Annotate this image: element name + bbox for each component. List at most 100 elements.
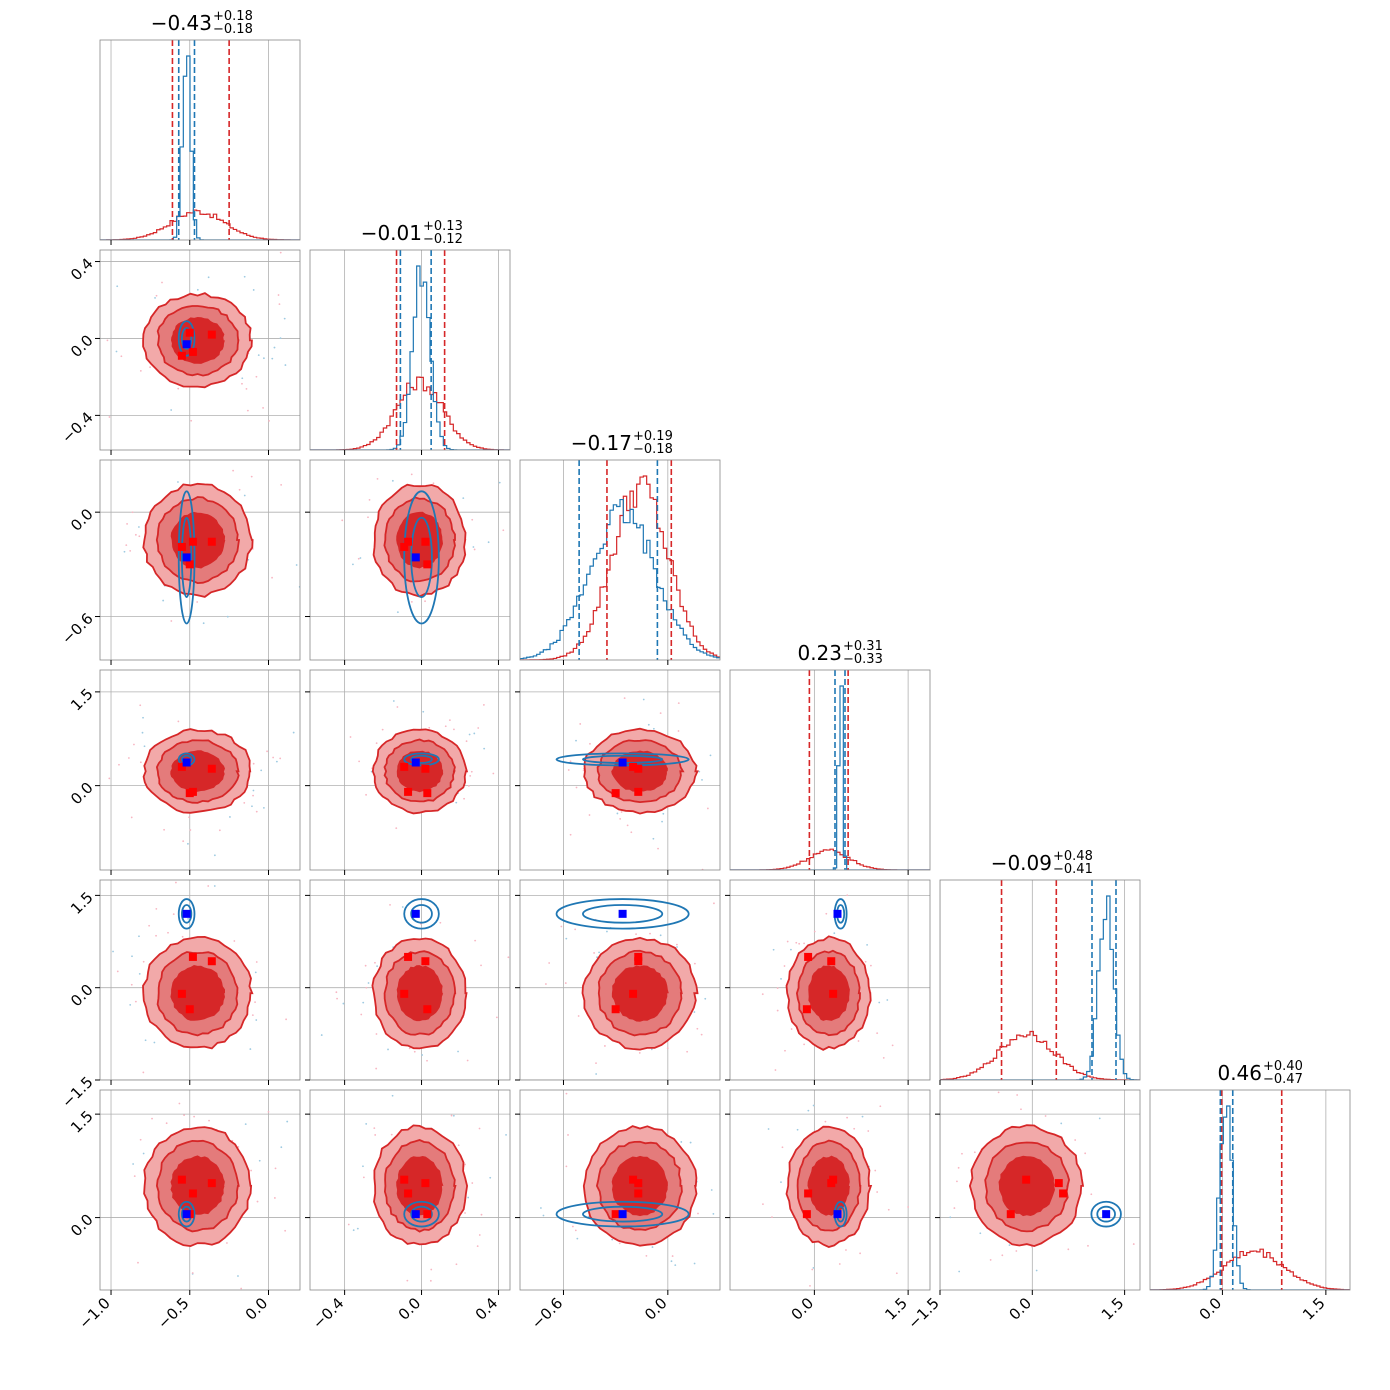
sample-point — [876, 1191, 879, 1193]
truth-marker-red — [188, 952, 197, 961]
panel-frame — [309, 249, 511, 451]
truth-marker-red — [634, 787, 643, 796]
sample-point — [364, 964, 367, 967]
sample-point — [165, 1122, 168, 1125]
truth-marker-red — [404, 952, 413, 961]
sample-point — [616, 812, 619, 815]
truth-marker-red — [400, 1175, 409, 1184]
sample-point — [710, 1189, 713, 1191]
red-contour — [396, 965, 444, 1022]
sample-point — [588, 814, 591, 816]
truth-marker-red — [634, 1189, 643, 1198]
sample-point — [448, 719, 451, 722]
sample-point — [368, 498, 371, 501]
sample-point — [565, 1165, 568, 1168]
sample-point — [352, 563, 354, 566]
sample-point — [257, 354, 260, 357]
sample-point — [811, 1268, 814, 1271]
sample-point — [876, 1032, 879, 1035]
sample-point — [449, 444, 451, 446]
panel-title-plus: +0.31 — [843, 639, 883, 654]
y-tick-label: 1.5 — [67, 888, 97, 918]
truth-marker-red — [185, 789, 194, 798]
sample-point — [244, 1123, 247, 1126]
sample-point — [652, 727, 655, 730]
sample-point — [722, 769, 724, 771]
sample-point — [233, 940, 236, 942]
sample-point — [790, 948, 792, 951]
sample-point — [979, 1232, 982, 1235]
sample-point — [381, 728, 384, 731]
histogram-blue — [730, 685, 930, 870]
histogram-blue — [100, 55, 300, 240]
sample-point — [492, 772, 495, 775]
truth-marker-red — [1006, 1210, 1015, 1219]
sample-point — [260, 769, 263, 772]
panel-title-plus: +0.18 — [213, 9, 253, 24]
sample-point — [138, 972, 141, 975]
truth-marker-red — [634, 952, 643, 961]
truth-marker-red — [804, 952, 813, 961]
sample-point — [360, 1013, 363, 1016]
sample-point — [163, 828, 165, 831]
panel-4-3 — [725, 879, 931, 1085]
sample-point — [604, 1045, 606, 1047]
sample-point — [857, 1040, 860, 1042]
blue-contour — [555, 898, 690, 930]
sample-point — [161, 281, 163, 284]
histogram-blue — [310, 265, 510, 450]
sample-point — [659, 934, 662, 937]
panel-5-4: −1.5 0.0 1.5 — [904, 1089, 1141, 1333]
sample-point — [670, 1260, 673, 1263]
sample-point — [704, 997, 707, 1000]
red-contour — [396, 1156, 444, 1216]
sample-point — [251, 805, 253, 808]
sample-point — [307, 736, 309, 738]
y-tick-label: −1.5 — [58, 1073, 96, 1111]
blue-contour — [177, 320, 196, 357]
sample-point — [575, 739, 577, 742]
sample-point — [116, 285, 119, 288]
sample-point — [472, 546, 475, 548]
sample-point — [761, 993, 764, 996]
sample-point — [595, 1062, 597, 1064]
sample-point — [410, 473, 413, 476]
sample-point — [565, 937, 568, 940]
truth-marker-blue — [182, 909, 191, 918]
panel-5-2: −0.6 0.0 — [515, 1089, 721, 1333]
sample-point — [571, 1225, 574, 1228]
sample-point — [190, 419, 193, 422]
sample-point — [949, 1216, 952, 1219]
sample-point — [489, 1176, 492, 1179]
sample-point — [238, 488, 241, 491]
truth-marker-red — [611, 1210, 620, 1219]
sample-point — [115, 350, 118, 353]
sample-point — [728, 984, 730, 986]
panel-3-3: 0.23 +0.31−0.33 — [729, 639, 931, 875]
panel-frame — [99, 459, 301, 661]
truth-marker-blue — [833, 1210, 842, 1219]
sample-point — [626, 1080, 628, 1082]
blue-contour — [403, 490, 440, 625]
panel-frame — [519, 669, 721, 871]
sample-point — [619, 817, 622, 820]
sample-point — [803, 1043, 806, 1046]
sample-point — [392, 700, 395, 702]
sample-point — [595, 1073, 598, 1075]
sample-point — [273, 1197, 276, 1199]
sample-point — [241, 382, 243, 385]
panel-title-value: −0.01 — [361, 221, 422, 245]
sample-point — [1090, 1193, 1093, 1196]
sample-point — [674, 1264, 677, 1267]
sample-point — [226, 615, 229, 618]
sample-point — [356, 1227, 359, 1230]
sample-point — [478, 1127, 481, 1130]
sample-point — [762, 1203, 764, 1205]
sample-point — [612, 1087, 614, 1089]
panel-0-0: −0.43 +0.18−0.18 — [99, 9, 301, 245]
sample-point — [813, 930, 816, 933]
truth-marker-red — [188, 537, 197, 546]
sample-point — [139, 369, 142, 372]
sample-point — [142, 716, 144, 719]
sample-point — [693, 1262, 696, 1265]
